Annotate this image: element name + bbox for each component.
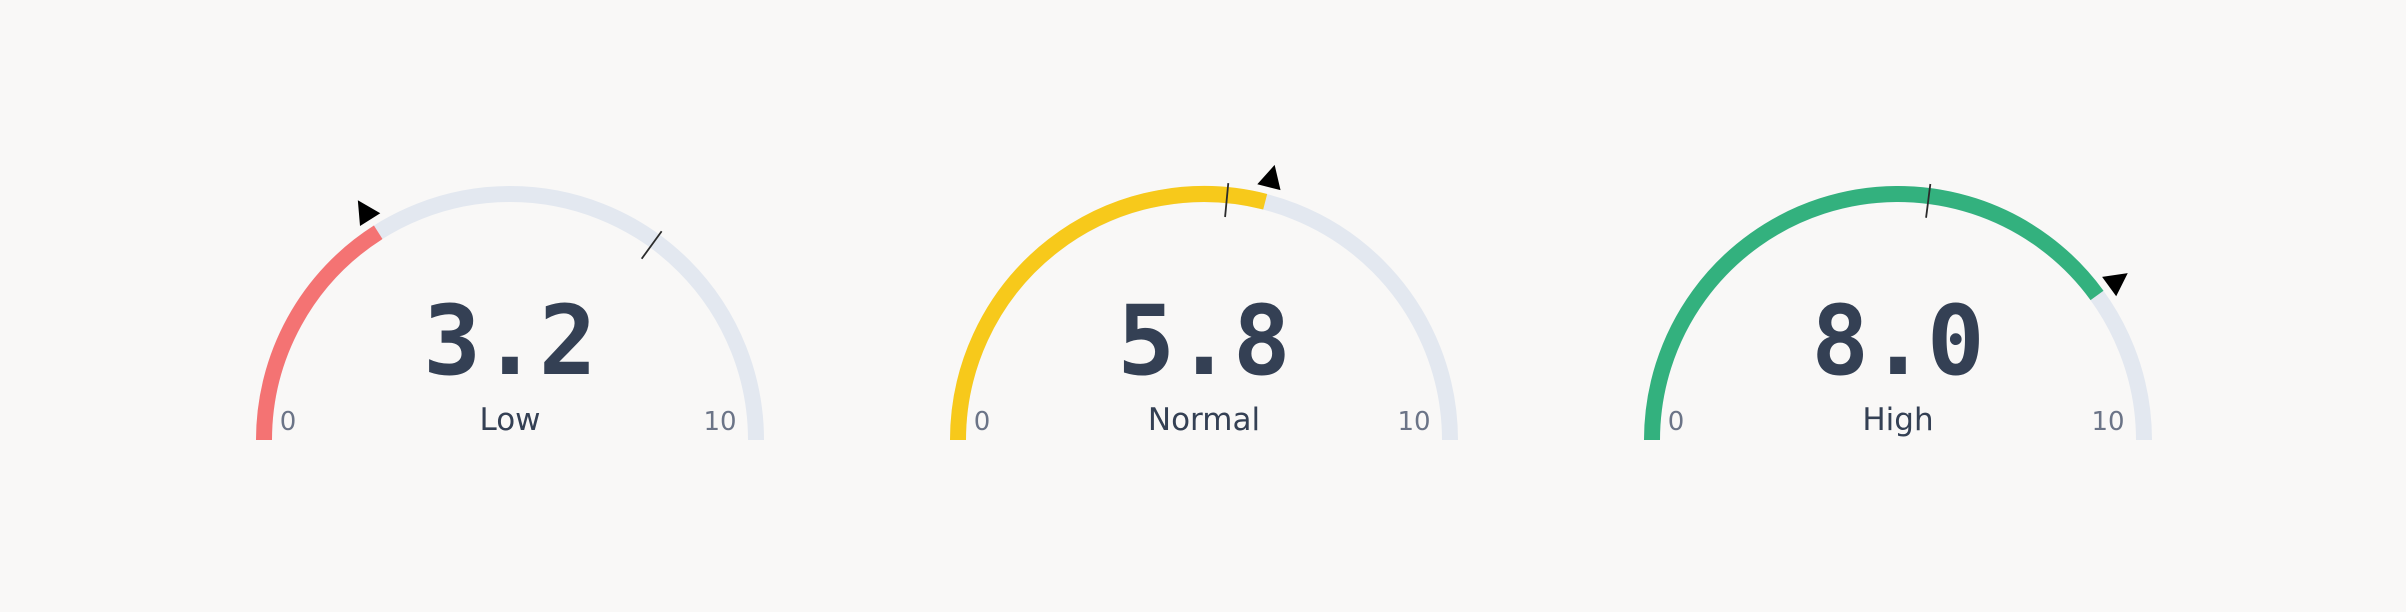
threshold-tick bbox=[1224, 183, 1230, 218]
value-pointer bbox=[357, 200, 381, 227]
gauge-status-label: Normal bbox=[1148, 402, 1260, 438]
min-label: 0 bbox=[280, 407, 297, 437]
value-pointer bbox=[2102, 273, 2128, 297]
value-pointer bbox=[1257, 164, 1281, 191]
gauge-value: 5.8 bbox=[1117, 285, 1290, 397]
gauge-fill bbox=[256, 225, 383, 441]
gauge-value: 3.2 bbox=[423, 285, 596, 397]
gauge: 0 10 5.8 Normal bbox=[950, 164, 1458, 441]
max-label: 10 bbox=[1397, 407, 1430, 437]
min-label: 0 bbox=[974, 407, 991, 437]
threshold-tick bbox=[640, 230, 663, 260]
gauge: 0 10 8.0 High bbox=[1644, 183, 2152, 441]
gauge-fill bbox=[950, 186, 1268, 441]
threshold-tick bbox=[1925, 183, 1932, 218]
gauge-fill bbox=[1644, 185, 2104, 441]
max-label: 10 bbox=[2091, 407, 2124, 437]
gauge-value: 8.0 bbox=[1811, 285, 1984, 397]
gauge-status-label: High bbox=[1862, 402, 1933, 438]
max-label: 10 bbox=[703, 407, 736, 437]
gauge: 0 10 3.2 Low bbox=[256, 186, 764, 441]
gauge-status-label: Low bbox=[479, 402, 540, 438]
min-label: 0 bbox=[1668, 407, 1685, 437]
